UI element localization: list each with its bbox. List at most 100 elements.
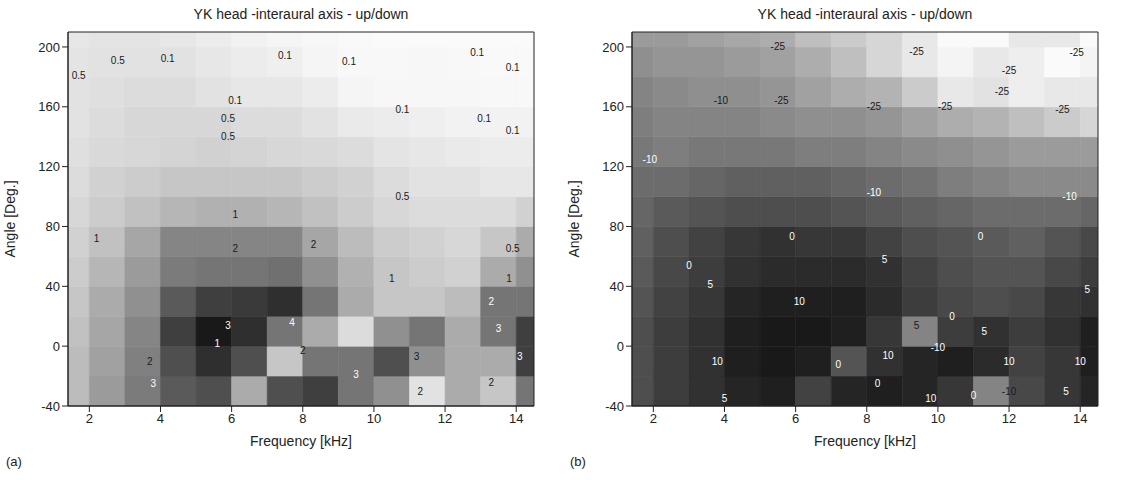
svg-text:0.1: 0.1 <box>278 50 292 61</box>
svg-text:1: 1 <box>94 233 100 244</box>
svg-text:10: 10 <box>794 296 806 307</box>
svg-text:3: 3 <box>151 378 157 389</box>
svg-text:5: 5 <box>981 326 987 337</box>
svg-text:2: 2 <box>489 296 495 307</box>
svg-text:2: 2 <box>86 411 93 426</box>
svg-text:-10: -10 <box>714 95 729 106</box>
svg-text:0.5: 0.5 <box>72 70 86 81</box>
svg-text:40: 40 <box>610 279 624 294</box>
svg-text:12: 12 <box>438 411 452 426</box>
svg-text:0: 0 <box>53 339 60 354</box>
svg-text:0: 0 <box>971 390 977 401</box>
svg-text:10: 10 <box>925 393 937 404</box>
svg-text:12: 12 <box>1002 411 1016 426</box>
svg-text:14: 14 <box>1073 411 1087 426</box>
svg-text:2: 2 <box>489 377 495 388</box>
svg-text:3: 3 <box>496 323 502 334</box>
svg-text:0: 0 <box>949 311 955 322</box>
svg-text:0.5: 0.5 <box>111 55 125 66</box>
svg-text:0.1: 0.1 <box>477 113 491 124</box>
svg-text:0.1: 0.1 <box>506 62 520 73</box>
svg-text:0: 0 <box>875 378 881 389</box>
svg-text:40: 40 <box>46 279 60 294</box>
svg-text:200: 200 <box>38 40 60 55</box>
svg-text:0.1: 0.1 <box>470 47 484 58</box>
svg-text:0.1: 0.1 <box>342 56 356 67</box>
svg-text:80: 80 <box>610 219 624 234</box>
svg-text:3: 3 <box>225 320 231 331</box>
svg-text:-25: -25 <box>995 86 1010 97</box>
svg-text:120: 120 <box>602 159 624 174</box>
svg-text:2: 2 <box>147 356 153 367</box>
svg-text:-25: -25 <box>938 101 953 112</box>
svg-text:-25: -25 <box>771 41 786 52</box>
svg-text:-10: -10 <box>643 154 658 165</box>
svg-text:6: 6 <box>792 411 799 426</box>
svg-text:2: 2 <box>300 345 306 356</box>
svg-text:1: 1 <box>215 338 221 349</box>
svg-text:160: 160 <box>38 99 60 114</box>
svg-text:0: 0 <box>836 359 842 370</box>
svg-text:-10: -10 <box>1062 191 1077 202</box>
svg-text:8: 8 <box>863 411 870 426</box>
svg-text:1: 1 <box>232 209 238 220</box>
svg-text:0.5: 0.5 <box>395 191 409 202</box>
svg-text:Angle [Deg.]: Angle [Deg.] <box>566 180 582 257</box>
svg-text:Angle [Deg.]: Angle [Deg.] <box>2 180 18 257</box>
svg-text:-25: -25 <box>1002 65 1017 76</box>
svg-text:0.1: 0.1 <box>161 53 175 64</box>
svg-text:5: 5 <box>1063 386 1069 397</box>
svg-text:80: 80 <box>46 219 60 234</box>
svg-text:0.5: 0.5 <box>221 131 235 142</box>
svg-text:-10: -10 <box>867 187 882 198</box>
svg-text:-25: -25 <box>1069 47 1084 58</box>
svg-text:-25: -25 <box>909 46 924 57</box>
svg-text:2: 2 <box>417 386 423 397</box>
svg-text:Frequency [kHz]: Frequency [kHz] <box>814 433 916 449</box>
svg-text:10: 10 <box>883 350 895 361</box>
svg-text:10: 10 <box>712 356 724 367</box>
svg-text:0.5: 0.5 <box>221 113 235 124</box>
svg-text:5: 5 <box>722 393 728 404</box>
svg-text:-40: -40 <box>605 399 624 414</box>
svg-text:14: 14 <box>509 411 523 426</box>
svg-text:10: 10 <box>931 411 945 426</box>
svg-text:0.5: 0.5 <box>506 243 520 254</box>
svg-text:1: 1 <box>389 273 395 284</box>
svg-text:0: 0 <box>789 231 795 242</box>
svg-text:3: 3 <box>517 351 523 362</box>
svg-text:5: 5 <box>707 279 713 290</box>
svg-text:0: 0 <box>686 260 692 271</box>
svg-text:4: 4 <box>289 317 295 328</box>
svg-text:5: 5 <box>882 254 888 265</box>
svg-text:3: 3 <box>414 351 420 362</box>
svg-text:0.1: 0.1 <box>506 125 520 136</box>
svg-text:160: 160 <box>602 99 624 114</box>
svg-text:2: 2 <box>232 243 238 254</box>
svg-text:-10: -10 <box>931 342 946 353</box>
svg-text:-40: -40 <box>41 399 60 414</box>
svg-text:120: 120 <box>38 159 60 174</box>
svg-text:-25: -25 <box>867 101 882 112</box>
svg-text:5: 5 <box>1085 284 1091 295</box>
svg-text:4: 4 <box>157 411 164 426</box>
svg-text:2: 2 <box>311 239 317 250</box>
svg-text:-25: -25 <box>774 95 789 106</box>
svg-text:-25: -25 <box>1055 104 1070 115</box>
svg-text:5: 5 <box>914 320 920 331</box>
svg-text:6: 6 <box>228 411 235 426</box>
svg-text:8: 8 <box>299 411 306 426</box>
svg-text:0: 0 <box>617 339 624 354</box>
svg-text:-10: -10 <box>1002 386 1017 397</box>
svg-text:10: 10 <box>1004 356 1016 367</box>
svg-text:0.1: 0.1 <box>228 95 242 106</box>
svg-text:4: 4 <box>721 411 728 426</box>
svg-text:Frequency [kHz]: Frequency [kHz] <box>250 433 352 449</box>
svg-text:3: 3 <box>353 369 359 380</box>
svg-text:200: 200 <box>602 40 624 55</box>
svg-text:1: 1 <box>506 273 512 284</box>
svg-text:0: 0 <box>978 231 984 242</box>
svg-text:0.1: 0.1 <box>395 104 409 115</box>
svg-text:2: 2 <box>650 411 657 426</box>
svg-text:10: 10 <box>1075 356 1087 367</box>
